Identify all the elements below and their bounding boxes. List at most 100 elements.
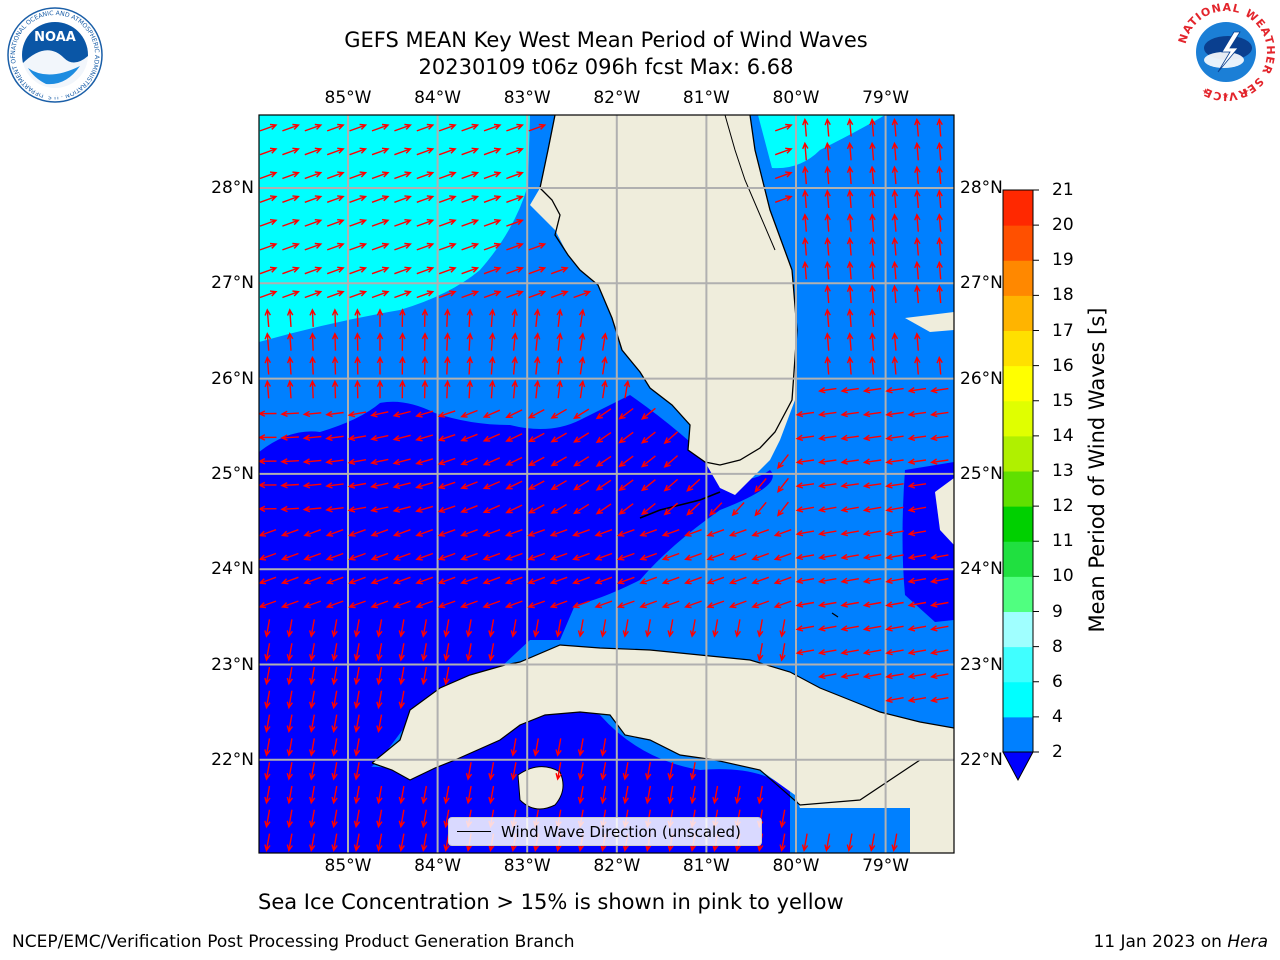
wind-wave-arrow bbox=[869, 213, 876, 232]
wind-wave-arrow bbox=[483, 195, 502, 203]
wind-wave-arrow bbox=[795, 553, 815, 561]
wind-wave-arrow bbox=[438, 219, 457, 227]
wind-wave-arrow bbox=[331, 785, 338, 805]
lon-tick-label-top: 83°W bbox=[503, 88, 551, 108]
wind-wave-arrow bbox=[527, 456, 545, 466]
wind-wave-arrow bbox=[618, 455, 634, 468]
wind-wave-arrow bbox=[326, 123, 345, 132]
wind-wave-arrow bbox=[795, 434, 815, 442]
wind-wave-arrow bbox=[862, 672, 882, 680]
wind-wave-arrow bbox=[846, 260, 854, 280]
wind-wave-arrow bbox=[482, 409, 501, 418]
wind-wave-arrow bbox=[600, 762, 607, 781]
nws-logo: NATIONAL WEATHER SERVICE ★ ★ ★ bbox=[1176, 2, 1276, 102]
wind-wave-arrow bbox=[309, 643, 316, 662]
wind-wave-arrow bbox=[869, 189, 876, 208]
wind-wave-arrow bbox=[466, 355, 474, 375]
wind-wave-arrow bbox=[371, 219, 390, 227]
wind-wave-arrow bbox=[483, 147, 502, 156]
wind-wave-arrow bbox=[757, 643, 764, 662]
lat-tick-label-right: 26°N bbox=[960, 368, 1003, 389]
wind-wave-arrow bbox=[466, 379, 474, 399]
wind-wave-arrow bbox=[777, 454, 789, 470]
wind-wave-arrow bbox=[936, 189, 943, 208]
wind-wave-arrow bbox=[280, 505, 299, 513]
wind-wave-arrow bbox=[443, 666, 450, 686]
wind-wave-arrow bbox=[891, 332, 899, 351]
wind-wave-arrow bbox=[348, 600, 366, 609]
wind-wave-arrow bbox=[802, 117, 809, 137]
wind-wave-arrow bbox=[376, 809, 383, 829]
wind-wave-arrow bbox=[488, 379, 496, 399]
wind-wave-arrow bbox=[415, 410, 434, 418]
wind-wave-arrow bbox=[891, 117, 899, 137]
wind-wave-arrow bbox=[370, 458, 389, 466]
wind-wave-arrow bbox=[914, 355, 921, 375]
wind-wave-arrow bbox=[461, 290, 480, 299]
florida-east-coast-barrier bbox=[724, 115, 776, 251]
wind-wave-arrow bbox=[286, 379, 294, 399]
wind-wave-arrow bbox=[286, 355, 294, 375]
wind-wave-arrow bbox=[578, 332, 586, 351]
wind-wave-arrow bbox=[348, 529, 366, 537]
wind-wave-arrow bbox=[885, 387, 904, 394]
wind-wave-arrow bbox=[929, 601, 949, 608]
wind-wave-arrow bbox=[415, 434, 434, 442]
wind-wave-arrow bbox=[488, 332, 496, 351]
wind-wave-arrow bbox=[573, 503, 590, 515]
wind-wave-arrow bbox=[349, 242, 368, 251]
wind-wave-arrow bbox=[550, 456, 567, 467]
wind-wave-arrow bbox=[824, 189, 831, 208]
wind-wave-arrow bbox=[282, 171, 300, 180]
wind-wave-arrow bbox=[488, 762, 495, 781]
wind-wave-arrow bbox=[326, 171, 345, 180]
wind-wave-arrow bbox=[846, 308, 854, 327]
lat-tick-label-left: 26°N bbox=[211, 368, 254, 389]
wind-wave-arrow bbox=[734, 619, 741, 638]
wind-wave-arrow bbox=[802, 141, 809, 161]
wind-wave-arrow bbox=[309, 619, 316, 638]
wind-wave-arrow bbox=[511, 308, 518, 327]
wind-wave-arrow bbox=[936, 284, 943, 304]
wind-wave-arrow bbox=[824, 260, 831, 280]
wind-wave-arrow bbox=[572, 529, 590, 537]
wind-wave-arrow bbox=[416, 219, 435, 227]
wind-wave-arrow bbox=[482, 529, 501, 537]
wind-wave-arrow bbox=[550, 408, 567, 419]
wind-wave-arrow bbox=[376, 332, 384, 351]
wind-wave-arrow bbox=[394, 290, 412, 299]
wind-wave-arrow bbox=[309, 738, 316, 757]
wind-wave-arrow bbox=[286, 809, 293, 829]
wind-wave-arrow bbox=[616, 529, 635, 537]
wind-wave-arrow bbox=[817, 625, 837, 632]
wind-wave-arrow bbox=[331, 833, 338, 853]
wind-wave-arrow bbox=[325, 529, 344, 537]
colorbar-tick-label: 13 bbox=[1052, 461, 1074, 481]
wind-wave-arrow bbox=[533, 308, 541, 327]
wind-wave-arrow bbox=[264, 738, 271, 757]
wind-wave-arrow bbox=[376, 833, 383, 853]
wind-wave-arrow bbox=[573, 408, 590, 419]
lat-tick-label-right: 24°N bbox=[960, 559, 1003, 580]
wind-wave-arrow bbox=[891, 213, 899, 232]
wind-wave-arrow bbox=[930, 458, 949, 465]
wind-wave-arrow bbox=[394, 171, 412, 180]
wind-wave-arrow bbox=[398, 785, 405, 805]
wind-wave-arrow bbox=[264, 690, 271, 710]
wind-wave-arrow bbox=[354, 355, 361, 375]
wind-wave-arrow bbox=[392, 482, 411, 489]
wind-wave-arrow bbox=[309, 332, 316, 351]
wind-wave-arrow bbox=[399, 379, 406, 399]
wind-wave-arrow bbox=[840, 410, 859, 418]
wind-wave-arrow bbox=[616, 600, 635, 609]
wind-wave-arrow bbox=[394, 242, 412, 251]
wind-wave-arrow bbox=[331, 355, 339, 375]
wind-wave-arrow bbox=[437, 600, 456, 609]
wind-wave-arrow bbox=[353, 619, 361, 638]
wind-wave-arrow bbox=[549, 552, 568, 561]
wind-wave-arrow bbox=[578, 379, 586, 399]
wind-wave-arrow bbox=[259, 219, 278, 227]
wind-wave-arrow bbox=[443, 785, 450, 805]
wind-wave-arrow bbox=[286, 738, 293, 757]
wind-wave-arrow bbox=[645, 762, 652, 781]
